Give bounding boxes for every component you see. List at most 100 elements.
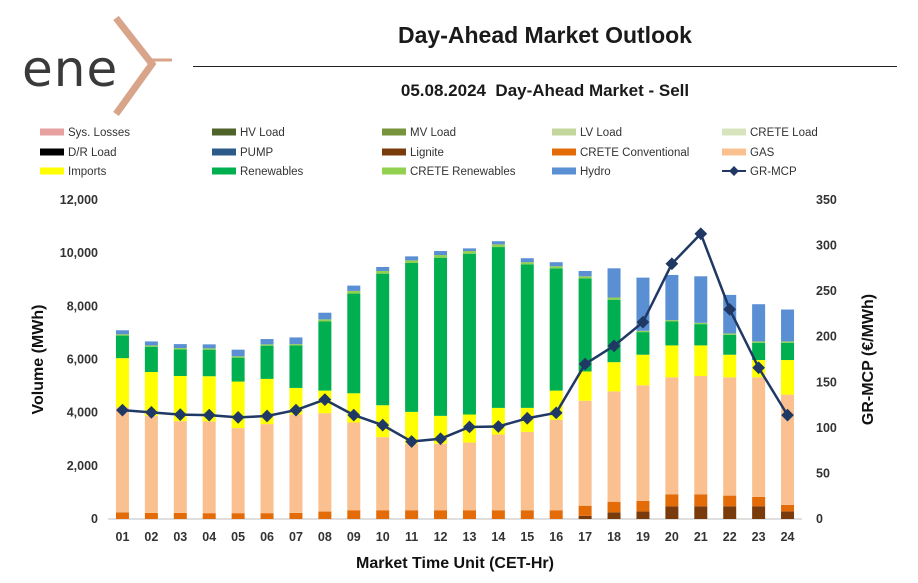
bar-renewables xyxy=(231,357,245,382)
bar-crete-renewables xyxy=(405,260,419,264)
y2-tick-label: 150 xyxy=(816,375,837,389)
legend-swatch xyxy=(212,167,236,175)
y2-tick-label: 0 xyxy=(816,512,823,526)
x-tick-label: 09 xyxy=(347,530,361,544)
legend-item: Hydro xyxy=(552,166,611,178)
legend-item: PUMP xyxy=(212,147,274,159)
legend-item: CRETE Conventional xyxy=(552,147,689,159)
chart-subtitle: 05.08.2024 Day-Ahead Market - Sell xyxy=(400,81,690,100)
price-point xyxy=(116,403,129,417)
x-tick-label: 22 xyxy=(723,530,737,544)
bar-crete-conventional xyxy=(723,495,737,507)
y2-tick-label: 200 xyxy=(816,330,837,344)
legend-label: GR-MCP xyxy=(750,166,797,178)
bar-renewables xyxy=(434,257,448,416)
bar-crete-renewables xyxy=(434,255,448,258)
bar-renewables xyxy=(318,321,332,391)
legend-item: D/R Load xyxy=(40,147,117,159)
bar-renewables xyxy=(636,332,650,355)
x-tick-label: 10 xyxy=(376,530,390,544)
legend-label: Renewables xyxy=(240,166,304,178)
bar-hydro xyxy=(231,349,245,357)
bar-crete-renewables xyxy=(607,297,621,300)
x-tick-label: 15 xyxy=(520,530,534,544)
bar-renewables xyxy=(347,293,361,394)
legend-label: CRETE Renewables xyxy=(410,166,516,178)
bar-hydro xyxy=(607,268,621,298)
bar-crete-renewables xyxy=(694,322,708,325)
price-point xyxy=(260,409,274,423)
bar-gas xyxy=(260,424,274,514)
bar-gas xyxy=(231,428,245,514)
bar-hydro xyxy=(173,344,187,349)
x-tick-label: 23 xyxy=(752,530,766,544)
bar-crete-conventional xyxy=(144,512,158,519)
legend-item: Lignite xyxy=(382,147,444,159)
legend-label: Imports xyxy=(68,166,107,178)
bar-gas xyxy=(462,442,476,511)
legend-swatch xyxy=(212,128,236,136)
bar-crete-renewables xyxy=(376,270,390,274)
bar-gas xyxy=(694,375,708,495)
bar-crete-renewables xyxy=(549,266,563,269)
x-tick-label: 19 xyxy=(636,530,650,544)
bar-crete-conventional xyxy=(173,512,187,519)
bar-hydro xyxy=(202,344,216,349)
x-tick-label: 21 xyxy=(694,530,708,544)
legend-swatch xyxy=(382,167,406,175)
bar-gas xyxy=(665,377,679,495)
legend-label: GAS xyxy=(750,147,775,159)
bar-renewables xyxy=(376,273,390,406)
bar-lignite xyxy=(694,506,708,519)
x-axis-title: Market Time Unit (CET-Hr) xyxy=(356,555,554,572)
bar-crete-conventional xyxy=(376,510,390,519)
bar-hydro xyxy=(405,256,419,261)
y-tick-label: 0 xyxy=(91,512,98,526)
bar-hydro xyxy=(520,258,534,263)
legend-item: Sys. Losses xyxy=(40,127,130,139)
price-point xyxy=(202,408,216,422)
legend-item: GR-MCP xyxy=(722,166,797,178)
price-point xyxy=(289,403,303,417)
price-point xyxy=(492,420,505,433)
legend-item: Renewables xyxy=(212,166,304,178)
y-tick-label: 4,000 xyxy=(67,406,98,420)
bar-crete-conventional xyxy=(549,510,563,519)
x-tick-label: 16 xyxy=(549,530,563,544)
bar-imports xyxy=(144,371,158,416)
bar-gas xyxy=(520,431,534,511)
y-tick-label: 6,000 xyxy=(67,353,98,367)
bar-crete-renewables xyxy=(491,244,505,248)
bar-gas xyxy=(607,391,621,502)
legend-swatch xyxy=(40,148,64,156)
x-tick-label: 04 xyxy=(202,530,216,544)
bar-crete-conventional xyxy=(318,511,332,519)
bar-crete-renewables xyxy=(752,341,766,343)
legend-swatch xyxy=(722,128,746,136)
bar-crete-renewables xyxy=(781,341,795,343)
bar-crete-renewables xyxy=(723,333,737,335)
bar-imports xyxy=(260,378,274,425)
bar-imports xyxy=(636,354,650,386)
bar-crete-conventional xyxy=(665,494,679,507)
bar-crete-conventional xyxy=(115,512,129,519)
x-tick-label: 12 xyxy=(434,530,448,544)
legend-item: LV Load xyxy=(552,127,622,139)
bar-crete-conventional xyxy=(260,513,274,519)
bar-gas xyxy=(202,421,216,514)
bar-gas xyxy=(144,415,158,513)
bar-gas xyxy=(578,400,592,506)
y2-tick-label: 100 xyxy=(816,421,837,435)
x-tick-label: 07 xyxy=(289,530,303,544)
chart-bars xyxy=(115,241,795,519)
x-tick-label: 05 xyxy=(231,530,245,544)
legend-label: Hydro xyxy=(580,166,611,178)
bar-lignite xyxy=(752,506,766,519)
legend-item: Imports xyxy=(40,166,107,178)
bar-crete-conventional xyxy=(405,510,419,519)
chart-legend: Sys. Losses HV Load MV Load LV Load CRETE Lo… xyxy=(40,127,818,178)
bar-renewables xyxy=(578,278,592,372)
bar-crete-conventional xyxy=(520,510,534,519)
y2-tick-label: 50 xyxy=(816,466,830,480)
